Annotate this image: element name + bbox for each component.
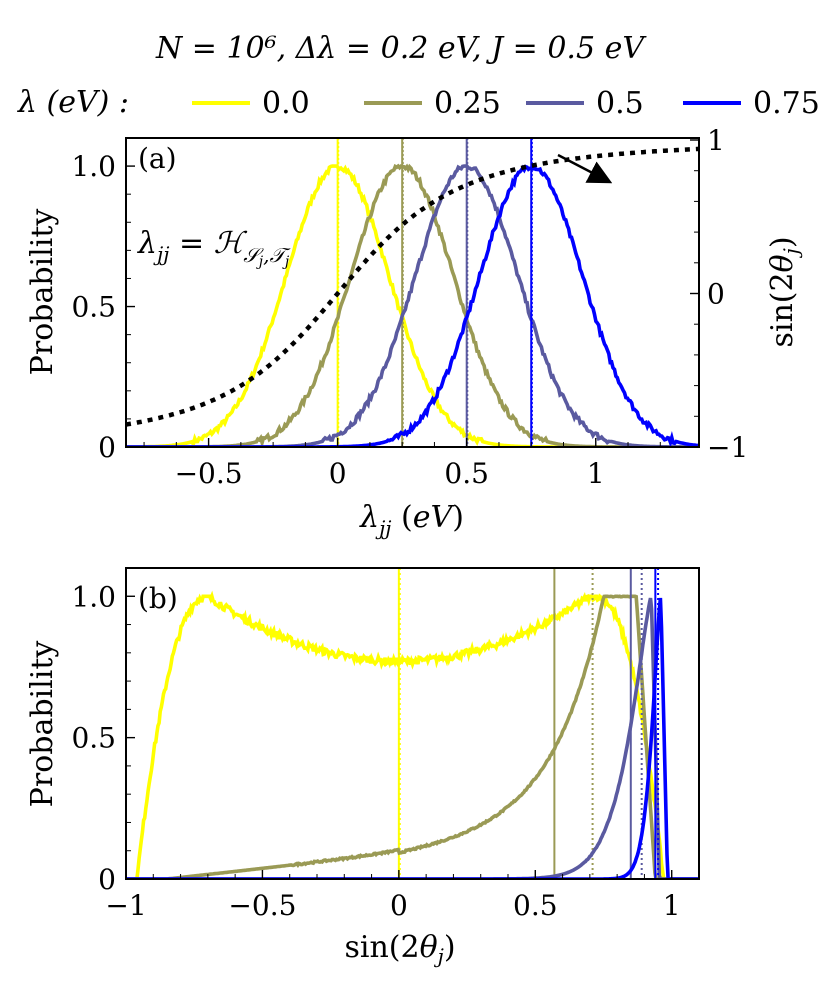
panel-a-ylabel-right: sin(2θj) <box>765 236 803 347</box>
panel-b-series-0.75 <box>126 597 699 879</box>
panel-b-xtick: 0.5 <box>513 889 558 922</box>
panel-b-ytick: 0.5 <box>71 722 116 755</box>
legend-entry-0.25: 0.25 <box>434 86 501 121</box>
panel-b-xtick: 0 <box>390 889 408 922</box>
panel-b-xtick: −0.5 <box>228 889 296 922</box>
panel-a-ylabel: Probability <box>25 209 60 376</box>
panel-b: −1 −0.5 0 0.5 1 0 0.5 1.0 (b) sin(2θj) Probabil… <box>25 567 700 968</box>
panel-b-label: (b) <box>138 582 178 615</box>
panel-a-ytick-right: 1 <box>707 124 725 157</box>
panel-b-series-0.25 <box>126 594 699 879</box>
svg-text:λjj = ℋ𝒮j,𝒯j: λjj = ℋ𝒮j,𝒯j <box>137 226 291 270</box>
panel-a-xlabel: λjj (eV) <box>359 500 464 540</box>
panel-a-ytick-right: −1 <box>707 431 748 464</box>
panel-a-label: (a) <box>138 142 177 175</box>
panel-b-series-0.0 <box>126 590 699 879</box>
panel-a-ytick-right: 0 <box>707 278 725 311</box>
panel-a-ytick: 0 <box>98 431 116 464</box>
panel-a-sin-curve <box>126 146 699 427</box>
legend-entry-0.75: 0.75 <box>753 86 820 121</box>
annotation-lambda: λjj = ℋ𝒮j,𝒯j <box>137 226 291 270</box>
panel-a-ytick: 0.5 <box>71 291 116 324</box>
panel-b-ylabel: Probability <box>25 641 60 808</box>
panel-a-series-0.0 <box>126 164 699 447</box>
panel-b-frame <box>125 567 700 880</box>
panel-a-xtick: 1 <box>587 457 605 490</box>
figure-title: N = 10⁶, Δλ = 0.2 eV, J = 0.5 eV <box>155 31 647 66</box>
panel-a-frame <box>125 137 700 448</box>
legend-entry-0.5: 0.5 <box>596 86 644 121</box>
panel-a-series-0.75 <box>126 162 699 447</box>
panel-b-ytick: 1.0 <box>71 580 116 613</box>
panel-b-xlabel: sin(2θj) <box>344 930 455 968</box>
panel-b-series-0.5 <box>126 597 699 879</box>
legend-entry-0.0: 0.0 <box>262 86 310 121</box>
legend: λ (eV) : 0.0 0.25 0.5 0.75 <box>17 85 820 121</box>
legend-label: λ (eV) : <box>17 85 129 120</box>
panel-b-xtick: −1 <box>105 889 146 922</box>
panel-b-xtick: 1 <box>663 889 681 922</box>
panel-a-xtick: 0 <box>329 457 347 490</box>
panel-a-xtick: 0.5 <box>444 457 489 490</box>
arrow-to-right-axis <box>557 153 613 184</box>
panel-a-ytick: 1.0 <box>71 150 116 183</box>
panel-a-series-0.25 <box>126 163 699 447</box>
panel-a-series-0.5 <box>126 164 699 447</box>
panel-a-xtick: −0.5 <box>175 457 243 490</box>
panel-a: −0.5 0 0.5 1 0 0.5 1.0 −1 0 1 (a) λjj = ℋ𝒮j,𝒯j λj… <box>25 124 803 540</box>
panel-b-ytick: 0 <box>98 863 116 896</box>
